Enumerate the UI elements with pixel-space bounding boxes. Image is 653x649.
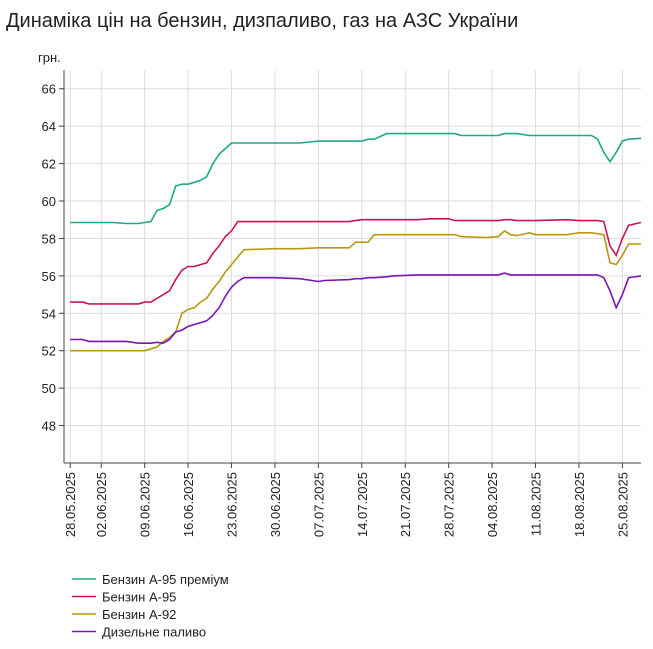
- x-tick-label: 04.08.2025: [485, 472, 500, 537]
- series-line: [70, 132, 642, 225]
- y-axis-label: грн.: [38, 50, 61, 65]
- x-tick-label: 25.08.2025: [615, 472, 630, 537]
- x-tick-label: 21.07.2025: [398, 472, 413, 537]
- y-tick-label: 54: [42, 306, 56, 321]
- x-tick-label: 28.05.2025: [63, 472, 78, 537]
- x-tick-label: 28.07.2025: [442, 472, 457, 537]
- y-tick-label: 50: [42, 381, 56, 396]
- legend-label: Бензин А-95 преміум: [102, 572, 229, 587]
- x-tick-label: 09.06.2025: [138, 472, 153, 537]
- x-tick-label: 18.08.2025: [572, 472, 587, 537]
- y-tick-label: 62: [42, 157, 56, 172]
- y-tick-label: 56: [42, 269, 56, 284]
- x-tick-label: 11.08.2025: [529, 472, 544, 536]
- x-tick-label: 30.06.2025: [268, 472, 283, 537]
- y-tick-label: 66: [42, 82, 56, 97]
- x-tick-label: 02.06.2025: [94, 472, 109, 537]
- chart-title: Динаміка цін на бензин, дизпаливо, газ н…: [6, 10, 518, 32]
- y-tick-label: 58: [42, 231, 56, 246]
- legend-label: Дизельне паливо: [102, 625, 206, 640]
- x-tick-label: 23.06.2025: [225, 472, 240, 537]
- series-line: [70, 229, 641, 352]
- x-tick-label: 16.06.2025: [181, 472, 196, 537]
- x-tick-label: 14.07.2025: [355, 472, 370, 537]
- y-tick-label: 64: [42, 119, 56, 134]
- y-tick-label: 52: [42, 344, 56, 359]
- x-tick-label: 07.07.2025: [311, 472, 326, 537]
- y-tick-label: 48: [42, 419, 56, 434]
- legend-label: Бензин А-92: [102, 607, 176, 622]
- series-line: [70, 218, 642, 305]
- y-tick-label: 60: [42, 194, 56, 209]
- legend-label: Бензин А-95: [102, 590, 176, 605]
- series-line: [70, 272, 642, 345]
